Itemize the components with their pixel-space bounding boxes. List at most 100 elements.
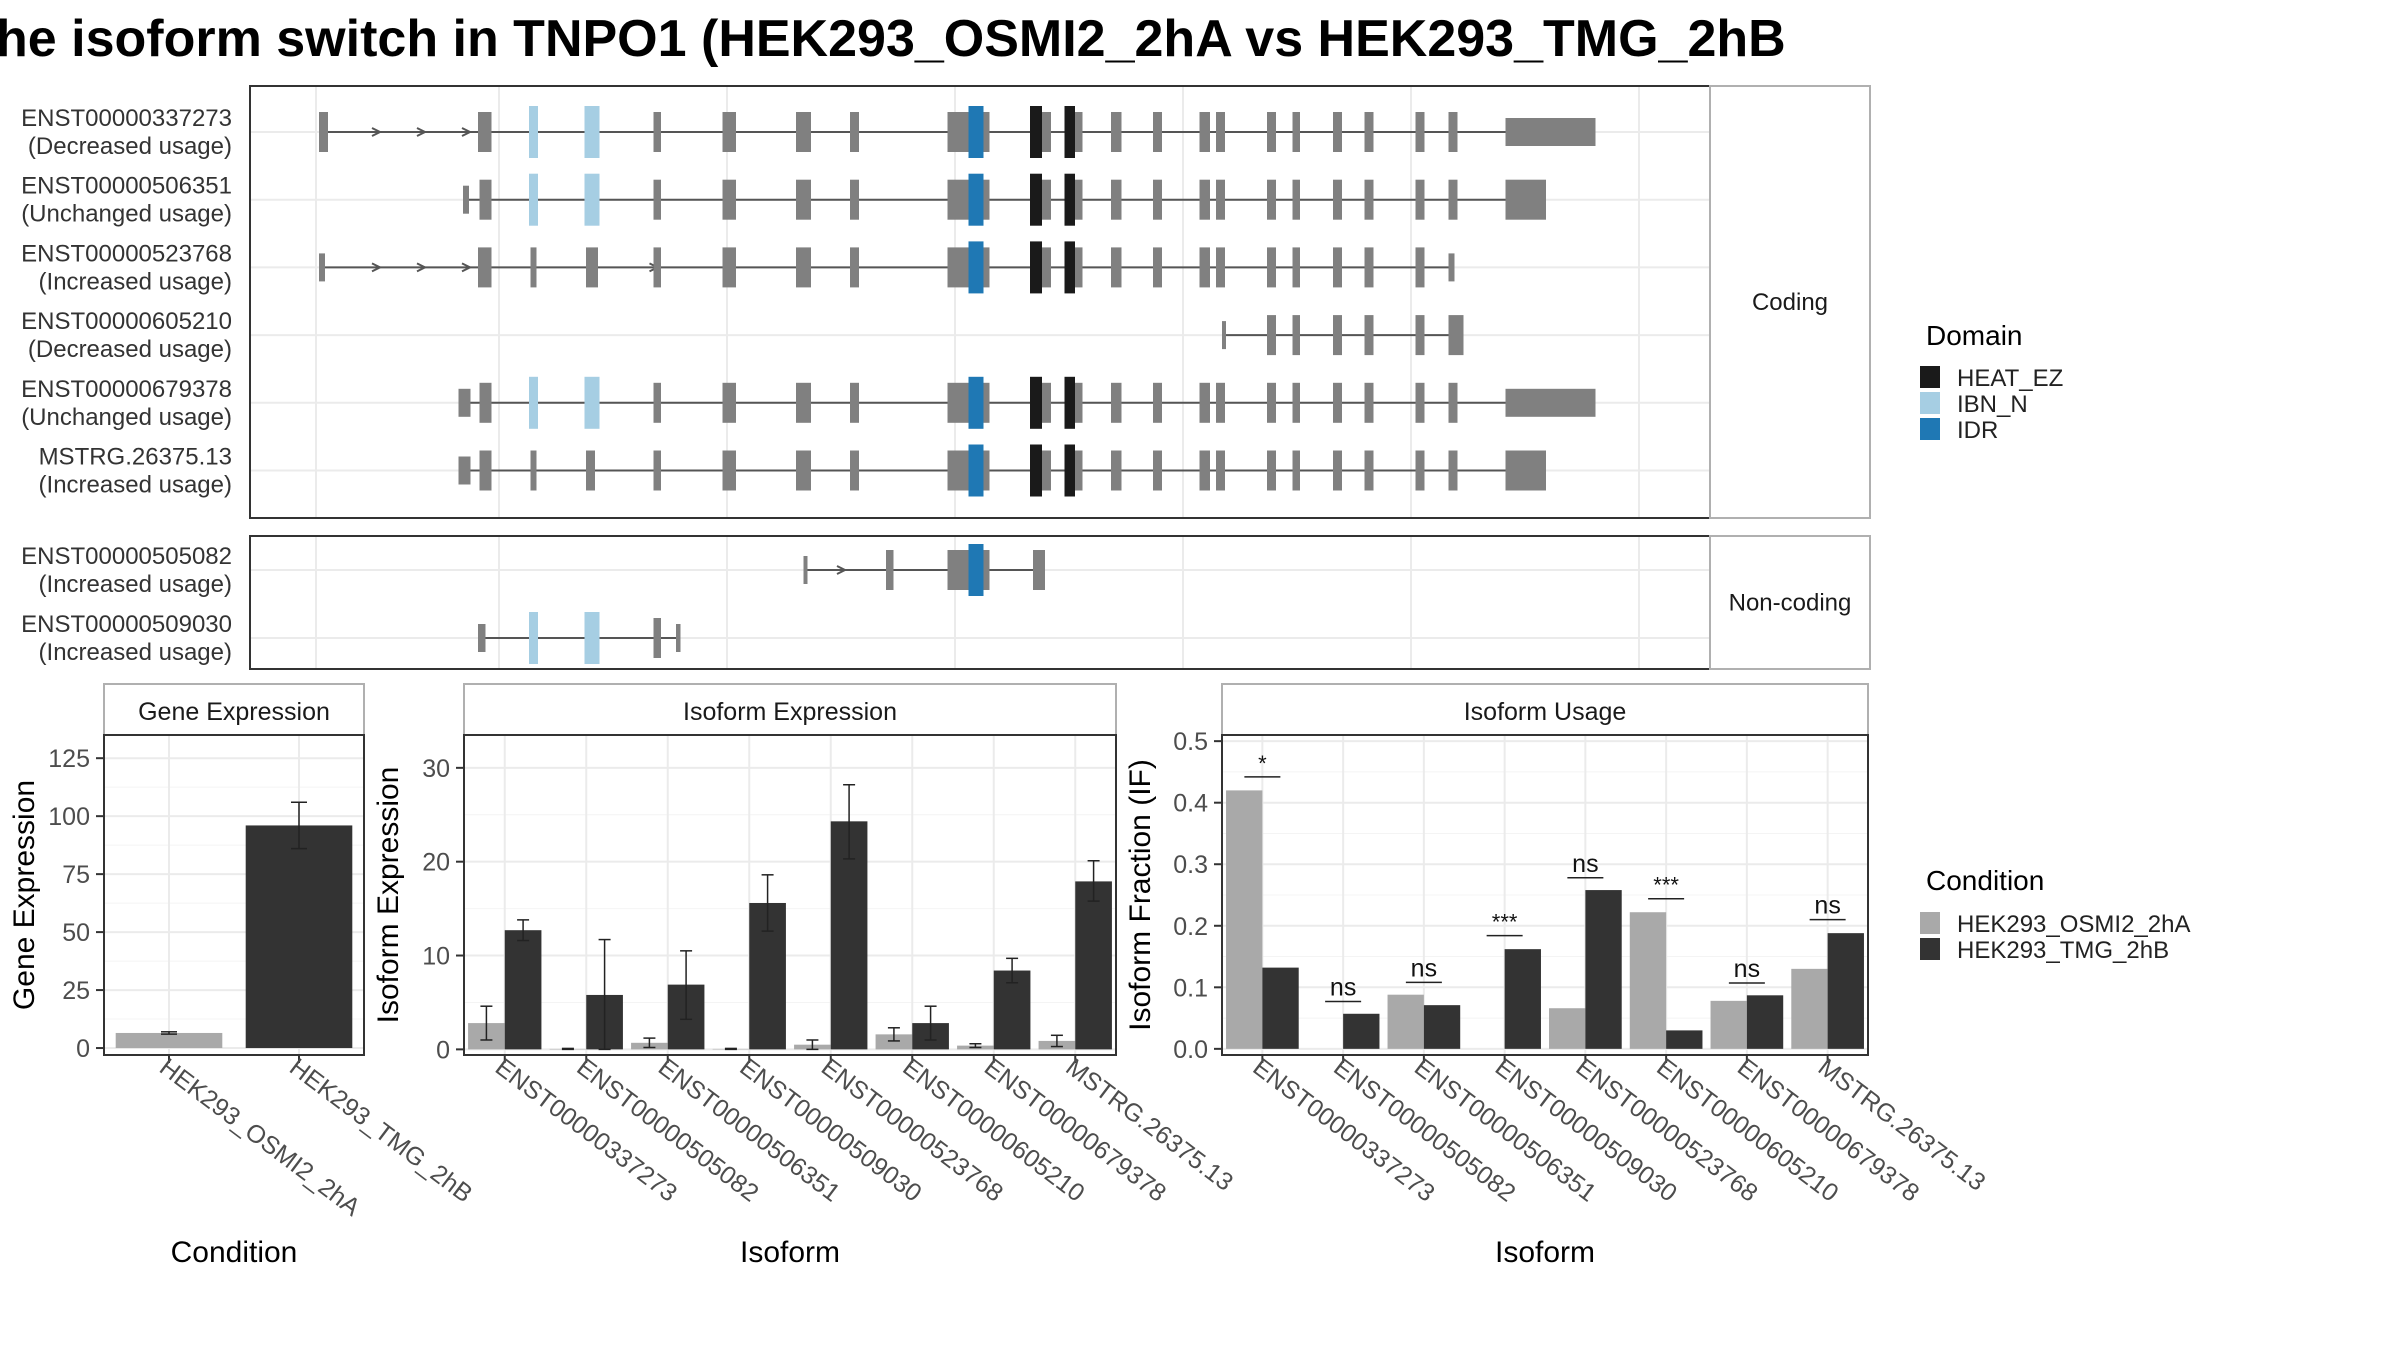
bar bbox=[1827, 933, 1864, 1049]
exon bbox=[1267, 382, 1276, 423]
panel-border bbox=[463, 734, 1117, 1056]
exon bbox=[1153, 247, 1162, 288]
domain-heat-ez bbox=[1030, 444, 1042, 497]
transcript-usage-label: (Increased usage) bbox=[39, 639, 232, 666]
domain-ibn-n bbox=[529, 612, 538, 664]
exon bbox=[1216, 247, 1225, 288]
significance-label: ns bbox=[1572, 850, 1598, 878]
exon bbox=[1153, 179, 1162, 220]
y-axis-label: Gene Expression bbox=[8, 780, 41, 1010]
bar bbox=[1549, 1008, 1586, 1049]
y-tick-label: 0.5 bbox=[1173, 728, 1208, 756]
exon bbox=[1415, 247, 1425, 288]
exon bbox=[1448, 253, 1455, 282]
exon bbox=[479, 382, 492, 423]
exon bbox=[479, 450, 492, 491]
domain-heat-ez bbox=[1030, 173, 1042, 226]
expression-panels: Gene Expression0255075100125HEK293_OSMI2… bbox=[8, 683, 1991, 1269]
domain-idr bbox=[968, 544, 984, 596]
domain-ibn-n bbox=[584, 376, 600, 429]
bar bbox=[1666, 1030, 1703, 1049]
bar bbox=[993, 970, 1031, 1050]
exon bbox=[1216, 382, 1225, 423]
significance-label: * bbox=[1258, 751, 1267, 776]
exon bbox=[653, 247, 661, 288]
exon bbox=[1505, 179, 1546, 220]
transcript-id-label: ENST00000523768 bbox=[21, 240, 232, 267]
bar bbox=[245, 825, 353, 1049]
exon bbox=[1111, 247, 1122, 288]
legend-swatch-tmg bbox=[1920, 938, 1940, 960]
exon bbox=[1333, 179, 1342, 220]
strand-arrow bbox=[461, 262, 473, 273]
exon bbox=[653, 618, 661, 658]
strand-arrow bbox=[416, 127, 428, 137]
exon bbox=[1415, 450, 1425, 491]
panel-title: Gene Expression bbox=[138, 698, 330, 726]
exon bbox=[1199, 247, 1210, 288]
transcript-usage-label: (Decreased usage) bbox=[28, 133, 232, 160]
exon bbox=[1267, 315, 1276, 356]
gene-expression-panel: Gene Expression0255075100125HEK293_OSMI2… bbox=[8, 683, 478, 1269]
domain-idr bbox=[968, 376, 984, 429]
exon bbox=[1448, 179, 1458, 220]
transcript-usage-label: (Increased usage) bbox=[39, 268, 232, 295]
exon bbox=[1267, 112, 1276, 152]
transcript-id-label: ENST00000605210 bbox=[21, 308, 232, 335]
exon bbox=[1505, 388, 1596, 417]
y-tick-label: 0.4 bbox=[1173, 790, 1208, 818]
transcript-id-label: ENST00000505082 bbox=[21, 543, 232, 570]
exon bbox=[1216, 450, 1225, 491]
exon bbox=[722, 179, 736, 220]
bar bbox=[1710, 1000, 1747, 1049]
exon bbox=[1216, 112, 1225, 152]
exon bbox=[796, 247, 811, 288]
domain-heat-ez bbox=[1064, 376, 1075, 429]
facet-strip bbox=[1709, 535, 1871, 670]
exon bbox=[722, 382, 736, 423]
exon bbox=[1505, 118, 1596, 146]
exon bbox=[1333, 450, 1342, 491]
significance-label: *** bbox=[1492, 910, 1518, 935]
bar bbox=[1791, 968, 1828, 1049]
y-tick-label: 0 bbox=[76, 1035, 90, 1063]
significance-label: ns bbox=[1734, 955, 1760, 983]
exon bbox=[1111, 112, 1122, 152]
transcript-id-label: ENST00000506351 bbox=[21, 173, 232, 200]
bar bbox=[1387, 994, 1424, 1049]
significance-label: ns bbox=[1411, 954, 1437, 982]
exon bbox=[458, 456, 471, 485]
panel-title: Isoform Usage bbox=[1464, 698, 1627, 726]
exon bbox=[1267, 247, 1276, 288]
exon bbox=[1415, 382, 1425, 423]
exon bbox=[1292, 450, 1300, 491]
exon bbox=[586, 247, 598, 288]
exon bbox=[478, 247, 492, 288]
exon bbox=[1505, 450, 1546, 491]
strand-arrow bbox=[371, 262, 383, 273]
exon bbox=[653, 450, 661, 491]
exon bbox=[1415, 315, 1425, 356]
y-tick-label: 10 bbox=[422, 943, 450, 971]
bar bbox=[115, 1032, 223, 1049]
bar bbox=[1585, 890, 1622, 1049]
transcript-usage-label: (Unchanged usage) bbox=[21, 201, 232, 228]
domain-ibn-n bbox=[529, 376, 538, 429]
transcript-id-label: ENST00000679378 bbox=[21, 376, 232, 403]
y-tick-label: 25 bbox=[62, 977, 90, 1005]
significance-label: ns bbox=[1330, 973, 1356, 1001]
x-axis-label: Isoform bbox=[740, 1236, 840, 1269]
domain-ibn-n bbox=[584, 612, 600, 664]
y-tick-label: 0 bbox=[436, 1036, 450, 1064]
y-tick-label: 30 bbox=[422, 755, 450, 783]
bar bbox=[1504, 949, 1541, 1049]
exon bbox=[1199, 450, 1210, 491]
bar bbox=[1746, 995, 1784, 1049]
domain-idr bbox=[968, 444, 984, 497]
exon bbox=[722, 450, 736, 491]
exon bbox=[653, 382, 661, 423]
exon bbox=[1111, 382, 1122, 423]
exon bbox=[850, 112, 859, 152]
exon bbox=[463, 185, 469, 214]
domain-ibn-n bbox=[529, 106, 538, 158]
